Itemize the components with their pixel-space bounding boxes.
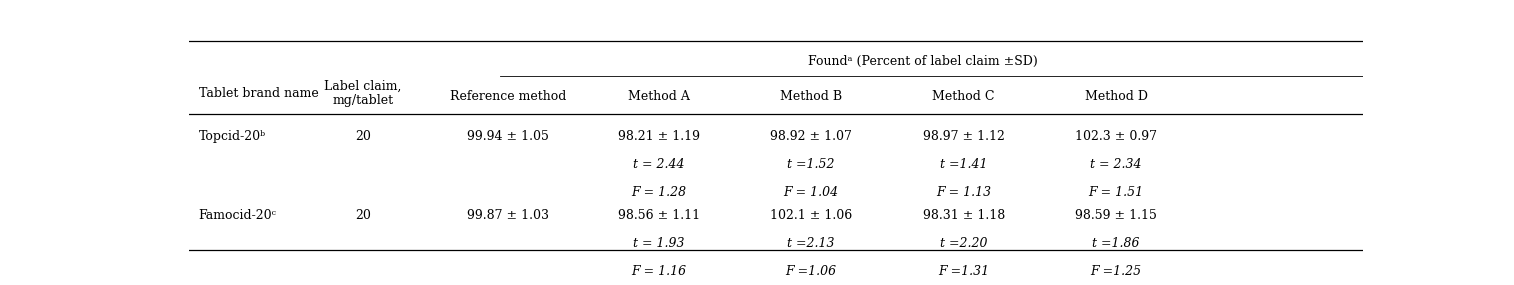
Text: 98.21 ± 1.19: 98.21 ± 1.19 [618, 130, 699, 143]
Text: 99.94 ± 1.05: 99.94 ± 1.05 [468, 130, 550, 143]
Text: Label claim,
mg/tablet: Label claim, mg/tablet [324, 80, 401, 107]
Text: Method D: Method D [1084, 89, 1148, 103]
Text: 102.3 ± 0.97: 102.3 ± 0.97 [1075, 130, 1157, 143]
Text: Famocid-20ᶜ: Famocid-20ᶜ [198, 209, 277, 222]
Text: F =1.25: F =1.25 [1090, 265, 1142, 278]
Text: Method C: Method C [933, 89, 995, 103]
Text: 98.56 ± 1.11: 98.56 ± 1.11 [618, 209, 699, 222]
Text: t =2.20: t =2.20 [940, 237, 987, 250]
Text: F = 1.51: F = 1.51 [1089, 186, 1143, 199]
Text: t = 2.34: t = 2.34 [1090, 158, 1142, 171]
Text: Method B: Method B [780, 89, 842, 103]
Text: t = 2.44: t = 2.44 [633, 158, 684, 171]
Text: t = 1.93: t = 1.93 [633, 237, 684, 250]
Text: F = 1.04: F = 1.04 [784, 186, 839, 199]
Text: t =1.86: t =1.86 [1093, 237, 1140, 250]
Text: F = 1.13: F = 1.13 [936, 186, 992, 199]
Text: 20: 20 [354, 209, 371, 222]
Text: Reference method: Reference method [450, 89, 566, 103]
Text: 99.87 ± 1.03: 99.87 ± 1.03 [468, 209, 550, 222]
Text: 20: 20 [354, 130, 371, 143]
Text: Method A: Method A [628, 89, 689, 103]
Text: t =1.41: t =1.41 [940, 158, 987, 171]
Text: 102.1 ± 1.06: 102.1 ± 1.06 [771, 209, 852, 222]
Text: F =1.06: F =1.06 [786, 265, 837, 278]
Text: 98.92 ± 1.07: 98.92 ± 1.07 [771, 130, 852, 143]
Text: 98.31 ± 1.18: 98.31 ± 1.18 [922, 209, 1005, 222]
Text: t =1.52: t =1.52 [787, 158, 834, 171]
Text: Topcid-20ᵇ: Topcid-20ᵇ [198, 130, 266, 143]
Text: F =1.31: F =1.31 [939, 265, 989, 278]
Text: F = 1.28: F = 1.28 [631, 186, 686, 199]
Text: 98.59 ± 1.15: 98.59 ± 1.15 [1075, 209, 1157, 222]
Text: t =2.13: t =2.13 [787, 237, 834, 250]
Text: Tablet brand name: Tablet brand name [198, 87, 318, 100]
Text: Foundᵃ (Percent of label claim ±SD): Foundᵃ (Percent of label claim ±SD) [807, 55, 1037, 68]
Text: 98.97 ± 1.12: 98.97 ± 1.12 [922, 130, 1005, 143]
Text: F = 1.16: F = 1.16 [631, 265, 686, 278]
